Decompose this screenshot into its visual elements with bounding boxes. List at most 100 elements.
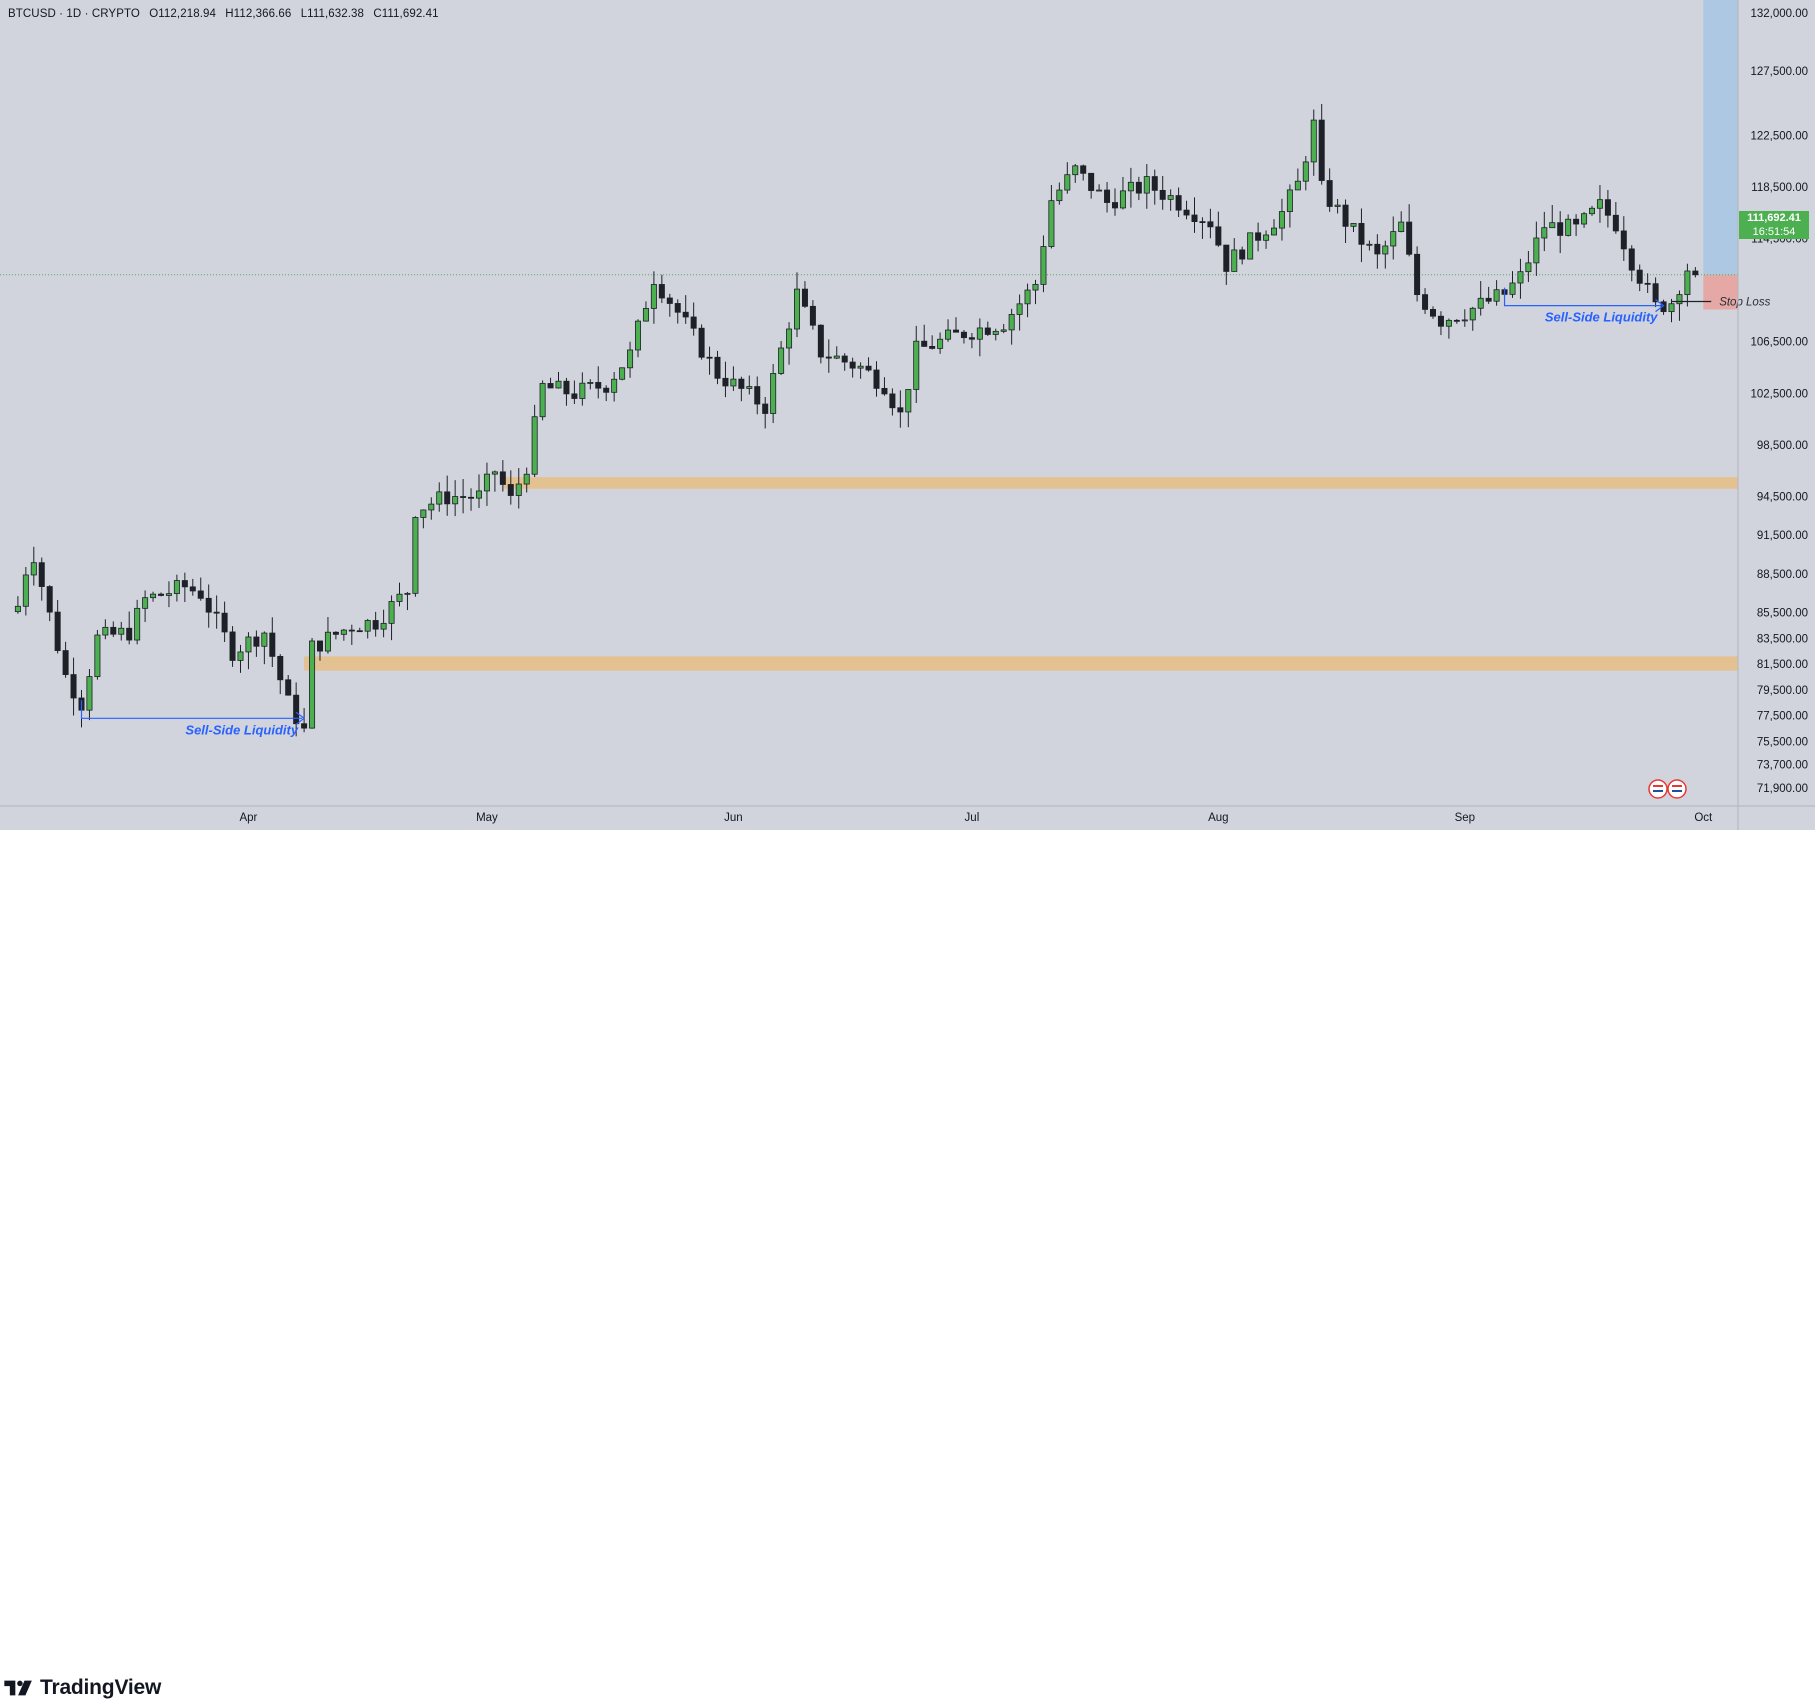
candle <box>134 599 141 645</box>
candle-body <box>801 288 808 307</box>
candle <box>563 377 570 406</box>
candle-body <box>945 329 952 340</box>
candle <box>1048 185 1055 249</box>
candle-body <box>531 416 538 475</box>
candle-body <box>1072 165 1079 176</box>
candle <box>189 578 196 596</box>
candle <box>261 631 268 665</box>
candle <box>30 546 37 586</box>
candle <box>142 590 149 623</box>
time-tick-label: Jul <box>965 812 980 824</box>
candle-body <box>1366 243 1373 246</box>
candle <box>1485 286 1492 304</box>
candle-body <box>1088 172 1095 191</box>
candle <box>380 609 387 638</box>
candle <box>372 611 379 637</box>
candle <box>1032 279 1039 305</box>
candle <box>1453 319 1460 324</box>
candle <box>1183 200 1190 220</box>
candle-body <box>929 346 936 349</box>
candle-body <box>197 590 204 599</box>
candle-body <box>1135 181 1142 194</box>
candle <box>587 379 594 390</box>
candle <box>197 577 204 601</box>
candle-body <box>293 694 300 725</box>
candle <box>682 295 689 324</box>
price-tick-label: 94,500.00 <box>1757 491 1808 503</box>
candle <box>1422 288 1429 314</box>
candle <box>1604 189 1611 228</box>
candle <box>889 388 896 416</box>
candle <box>1143 164 1150 209</box>
candle-body <box>690 316 697 329</box>
candle-body <box>285 679 292 696</box>
candle <box>86 669 93 721</box>
sell-side-liquidity-left-line <box>80 700 303 719</box>
candle-body <box>1414 253 1421 296</box>
candle-body <box>722 377 729 387</box>
candle <box>1652 277 1659 308</box>
candle-body <box>1549 222 1556 229</box>
candle-body <box>1215 226 1222 246</box>
sell-side-liquidity-right-arrow <box>1655 299 1665 313</box>
candle-body <box>1620 230 1627 250</box>
candle-body <box>62 650 69 675</box>
candlestick-chart[interactable]: Sell-Side Liquidity Sell-Side Liquidity St… <box>0 0 1815 830</box>
candle <box>1406 204 1413 257</box>
chart-pane[interactable]: Sell-Side Liquidity Sell-Side Liquidity St… <box>0 0 1815 830</box>
candle <box>786 322 793 365</box>
candle <box>1072 163 1079 183</box>
candle <box>849 357 856 378</box>
candle <box>1493 280 1500 306</box>
candle <box>929 335 936 350</box>
candle-body <box>579 382 586 399</box>
candle-body <box>515 483 522 496</box>
candle <box>94 629 101 680</box>
candle <box>1581 211 1588 228</box>
candle <box>388 595 395 641</box>
time-tick-label: Jun <box>724 812 743 824</box>
candle-body <box>666 297 673 304</box>
stop-loss-label: Stop Loss <box>1719 297 1770 309</box>
candle <box>650 271 657 324</box>
candle-body <box>150 593 157 599</box>
candle <box>1692 267 1699 278</box>
candle <box>1533 221 1540 276</box>
candle <box>953 317 960 333</box>
candle <box>1398 211 1405 233</box>
candle <box>762 396 769 429</box>
candle <box>809 300 816 330</box>
candle <box>658 274 665 304</box>
candle <box>1644 273 1651 293</box>
candle-body <box>118 627 125 635</box>
candle-body <box>1374 243 1381 255</box>
candle <box>801 281 808 308</box>
candle-body <box>38 562 45 587</box>
price-tick-label: 102,500.00 <box>1750 388 1808 400</box>
candle <box>1414 246 1421 302</box>
candle-body <box>436 491 443 505</box>
candle-body <box>483 473 490 492</box>
candle-body <box>1175 195 1182 211</box>
candle <box>1374 234 1381 269</box>
candle <box>905 389 912 428</box>
tradingview-logo[interactable]: TradingView <box>2 1676 161 1700</box>
candle <box>229 626 236 667</box>
candle <box>1565 214 1572 237</box>
candle-body <box>237 651 244 661</box>
candle <box>1517 258 1524 299</box>
candle-body <box>1183 209 1190 216</box>
candle <box>237 644 244 673</box>
time-tick-label: Oct <box>1694 812 1713 824</box>
candle-body <box>165 593 172 596</box>
candle <box>1382 240 1389 269</box>
candle <box>1016 294 1023 331</box>
candle-body <box>921 340 928 347</box>
symbol-label[interactable]: BTCUSD · 1D · CRYPTO <box>8 8 140 20</box>
event-flag-icon <box>1667 779 1687 799</box>
candle <box>1612 202 1619 234</box>
candle-body <box>1302 161 1309 182</box>
candle <box>1215 211 1222 247</box>
candle-body <box>976 327 983 340</box>
candle-body <box>14 605 21 613</box>
